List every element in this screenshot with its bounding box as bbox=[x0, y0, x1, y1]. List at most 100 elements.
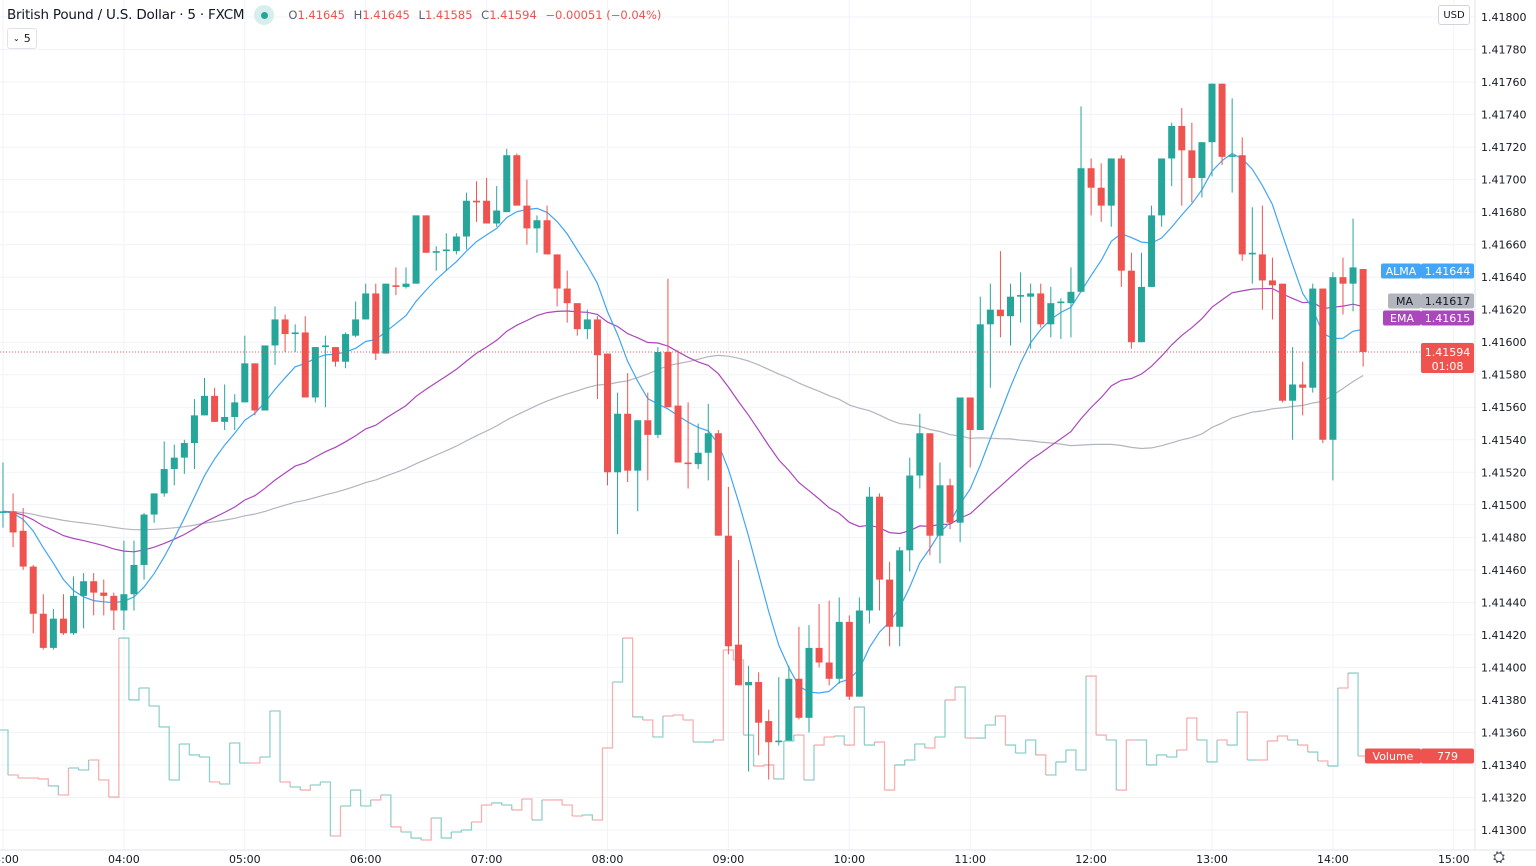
alma-label-name-badge bbox=[1381, 263, 1421, 279]
candle-body bbox=[1007, 296, 1014, 317]
volume-step bbox=[783, 735, 795, 742]
volume-step bbox=[108, 638, 120, 798]
candle-body bbox=[19, 530, 27, 567]
candle-down bbox=[281, 314, 289, 352]
volume-step bbox=[350, 789, 362, 806]
candle-body bbox=[1168, 125, 1176, 159]
candle-down bbox=[1218, 83, 1226, 165]
candle-body bbox=[1067, 291, 1075, 304]
candle-body bbox=[221, 416, 229, 422]
candle-body bbox=[624, 413, 632, 471]
candle-body bbox=[1077, 168, 1085, 292]
candle-body bbox=[1248, 252, 1256, 255]
candle-up bbox=[382, 283, 390, 354]
candle-body bbox=[876, 496, 884, 580]
interval-toggle-button[interactable]: ⌄ 5 bbox=[7, 28, 37, 49]
candle-up bbox=[1349, 218, 1357, 312]
candle-up bbox=[1168, 122, 1176, 187]
candle-up bbox=[49, 608, 57, 650]
price-tick-label: 1.41400 bbox=[1481, 661, 1527, 674]
volume-step bbox=[471, 805, 483, 823]
candle-body bbox=[9, 511, 17, 533]
price-tick-label: 1.41460 bbox=[1481, 564, 1527, 577]
price-tick-label: 1.41300 bbox=[1481, 824, 1527, 837]
candle-up bbox=[1248, 207, 1256, 284]
gear-icon[interactable]: ⛭ bbox=[1493, 848, 1506, 866]
candle-up bbox=[896, 547, 904, 647]
candle-up bbox=[321, 335, 329, 408]
volume-step bbox=[159, 726, 170, 781]
candle-body bbox=[1017, 295, 1025, 297]
volume-step bbox=[632, 716, 644, 720]
grid bbox=[0, 0, 1475, 850]
candle-up bbox=[704, 403, 712, 481]
candles bbox=[0, 83, 1367, 780]
candle-body bbox=[926, 433, 934, 536]
candle-down bbox=[1087, 158, 1095, 216]
bar-countdown: 01:08 bbox=[1432, 360, 1464, 373]
volume-step bbox=[592, 747, 604, 821]
candle-body bbox=[483, 200, 491, 224]
time-axis-ticks[interactable]: 03:00 04:00 05:00 06:00 07:00 08:00 09:00 10:00… bbox=[0, 853, 1470, 864]
price-tick-label: 1.41640 bbox=[1481, 271, 1527, 284]
chart-legend: British Pound / U.S. Dollar · 5 · FXCM O… bbox=[7, 5, 661, 25]
candle-up bbox=[614, 392, 622, 535]
candle-down bbox=[553, 254, 561, 307]
volume-step bbox=[1136, 739, 1148, 765]
high-key: H bbox=[353, 8, 363, 22]
market-status-icon[interactable] bbox=[254, 5, 275, 25]
price-axis[interactable] bbox=[1475, 0, 1536, 864]
ema-label-value-badge bbox=[1421, 310, 1474, 326]
volume-step bbox=[1045, 761, 1057, 776]
volume-step bbox=[340, 790, 352, 807]
volume-step bbox=[1065, 749, 1077, 771]
candle-body bbox=[402, 283, 410, 287]
volume-step bbox=[602, 681, 614, 749]
candle-body bbox=[1359, 269, 1367, 352]
volume-step bbox=[68, 767, 80, 771]
volume-step bbox=[8, 774, 19, 778]
candle-up bbox=[1057, 298, 1065, 339]
candle-body bbox=[1258, 254, 1266, 281]
ema-label-name: EMA bbox=[1390, 312, 1414, 325]
candle-down bbox=[765, 709, 773, 780]
candle-body bbox=[513, 155, 521, 206]
candle-body bbox=[1148, 215, 1156, 287]
symbol-title[interactable]: British Pound / U.S. Dollar · 5 · FXCM bbox=[7, 7, 245, 23]
candle-body bbox=[1228, 155, 1236, 157]
candle-body bbox=[604, 353, 611, 473]
volume-step bbox=[985, 715, 996, 726]
time-tick-label: 04:00 bbox=[108, 853, 140, 864]
ema-line bbox=[2, 287, 1364, 553]
candle-body bbox=[755, 682, 763, 723]
volume-label-value-badge bbox=[1421, 748, 1474, 764]
ma-label-value: 1.41617 bbox=[1425, 295, 1471, 308]
candle-body bbox=[1309, 288, 1317, 388]
volume-step bbox=[270, 710, 281, 782]
candle-up bbox=[694, 423, 702, 470]
volume-step bbox=[1196, 739, 1208, 762]
candle-body bbox=[140, 514, 148, 565]
candle-down bbox=[1258, 205, 1266, 310]
candle-body bbox=[231, 402, 239, 417]
candle-body bbox=[291, 332, 299, 335]
candle-down bbox=[372, 283, 380, 361]
volume-step bbox=[904, 743, 916, 761]
candle-body bbox=[765, 721, 773, 743]
candle-body bbox=[745, 682, 753, 686]
change-value: −0.00051 (−0.04%) bbox=[545, 8, 662, 22]
volume-step bbox=[1146, 754, 1158, 766]
candle-up bbox=[654, 347, 662, 439]
volume-step bbox=[1207, 739, 1218, 763]
volume-step bbox=[380, 794, 392, 827]
candle-down bbox=[674, 350, 682, 463]
volume-step bbox=[874, 741, 886, 791]
time-tick-label: 09:00 bbox=[713, 853, 745, 864]
candle-down bbox=[644, 392, 652, 481]
volume-step bbox=[844, 707, 855, 746]
candle-body bbox=[583, 319, 591, 330]
volume-step bbox=[934, 699, 946, 738]
currency-button[interactable]: USD bbox=[1438, 5, 1470, 25]
candle-up bbox=[986, 283, 994, 388]
